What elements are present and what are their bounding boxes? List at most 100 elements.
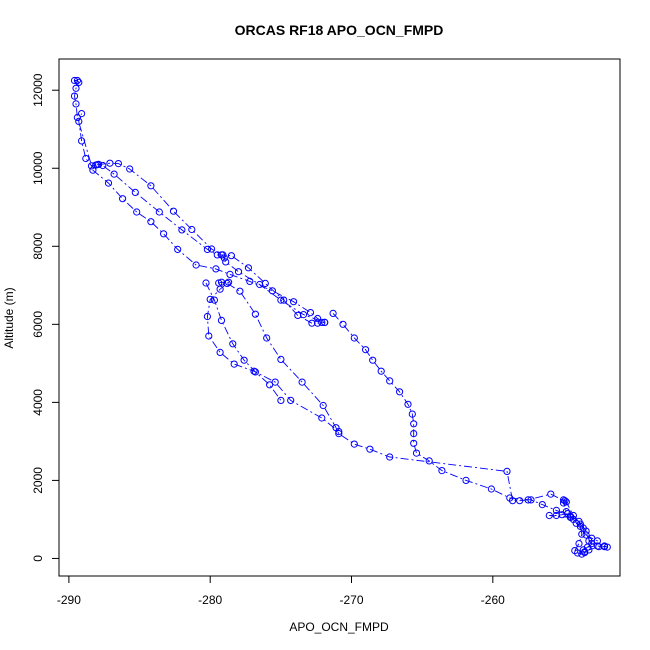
data-point — [75, 117, 83, 126]
data-point — [547, 490, 555, 498]
data-point — [72, 84, 80, 92]
data-point — [244, 264, 252, 272]
data-point — [588, 534, 596, 542]
x-tick-label: -260 — [481, 593, 505, 607]
data-point — [131, 188, 139, 196]
data-point — [147, 182, 155, 190]
data-point — [308, 319, 316, 327]
data-point — [227, 252, 235, 260]
data-point — [203, 245, 211, 253]
data-point — [386, 377, 394, 385]
data-point — [268, 287, 276, 295]
data-point — [160, 230, 168, 238]
data-point — [366, 445, 374, 453]
data-point — [236, 287, 244, 295]
data-point — [412, 449, 421, 457]
data-point — [174, 245, 182, 253]
data-point — [106, 159, 114, 167]
data-point — [226, 270, 234, 278]
data-point — [571, 547, 579, 555]
data-point — [318, 414, 326, 422]
data-point — [206, 295, 214, 303]
data-point — [559, 496, 568, 504]
data-point — [277, 355, 285, 363]
series-line — [206, 281, 583, 551]
data-point — [220, 254, 228, 262]
data-point — [256, 280, 264, 289]
data-point — [508, 497, 517, 505]
data-point — [299, 311, 308, 319]
data-point — [552, 506, 561, 514]
data-point — [593, 537, 602, 545]
flight-segment — [93, 159, 329, 326]
x-axis-label: APO_OCN_FMPD — [289, 620, 389, 634]
flight-segment — [545, 496, 602, 557]
data-point — [213, 251, 221, 259]
data-point — [329, 309, 337, 317]
y-tick-label: 6000 — [31, 311, 45, 338]
chart-title: ORCAS RF18 APO_OCN_FMPD — [235, 22, 444, 38]
data-point — [552, 511, 561, 520]
data-point — [133, 208, 141, 216]
data-point — [319, 401, 327, 410]
data-point — [75, 78, 83, 87]
data-point — [169, 207, 178, 215]
plot-area — [70, 76, 611, 558]
data-point — [188, 225, 196, 234]
data-point — [78, 137, 86, 145]
data-point — [82, 154, 90, 163]
data-point — [217, 316, 226, 324]
data-point — [205, 332, 213, 340]
data-point — [271, 378, 279, 386]
data-point — [216, 348, 224, 356]
data-point — [234, 268, 243, 276]
data-point — [410, 420, 418, 428]
data-point — [538, 501, 546, 509]
data-point — [581, 549, 589, 557]
data-point — [73, 113, 82, 122]
data-point — [462, 476, 470, 484]
data-point — [110, 170, 118, 178]
data-point — [277, 296, 285, 304]
data-point — [216, 285, 224, 293]
x-axis: -290 -280 -270 -260 — [57, 575, 505, 607]
data-point — [350, 440, 358, 448]
data-point — [225, 278, 233, 286]
plot-frame — [58, 58, 621, 577]
y-axis-label: Altitude (m) — [2, 287, 16, 348]
y-tick-label: 2000 — [31, 467, 45, 494]
data-point — [78, 110, 86, 118]
data-point — [410, 430, 418, 438]
x-tick-label: -270 — [339, 593, 363, 607]
data-point — [335, 428, 343, 436]
data-point — [210, 296, 218, 304]
data-point — [72, 100, 80, 108]
data-point — [516, 497, 524, 505]
data-point — [155, 208, 163, 216]
data-point — [229, 340, 237, 348]
data-point — [266, 381, 274, 389]
data-point — [321, 318, 329, 326]
data-point — [298, 378, 306, 386]
data-point — [208, 245, 216, 253]
data-point — [582, 531, 590, 539]
flight-segment — [202, 279, 285, 404]
y-tick-label: 0 — [31, 555, 45, 562]
data-point — [503, 467, 511, 475]
data-point — [339, 320, 347, 328]
data-point — [318, 318, 326, 326]
series-line — [78, 113, 313, 324]
data-point — [306, 309, 315, 317]
data-point — [126, 165, 134, 173]
data-point — [240, 356, 248, 364]
series-line — [74, 80, 325, 324]
data-point — [559, 499, 568, 507]
data-point — [192, 261, 200, 269]
data-point — [263, 334, 271, 342]
data-point — [524, 496, 532, 504]
data-point — [203, 312, 211, 321]
x-tick-label: -280 — [198, 593, 222, 607]
data-point — [408, 410, 416, 418]
data-point — [386, 453, 394, 461]
data-point — [70, 92, 79, 100]
